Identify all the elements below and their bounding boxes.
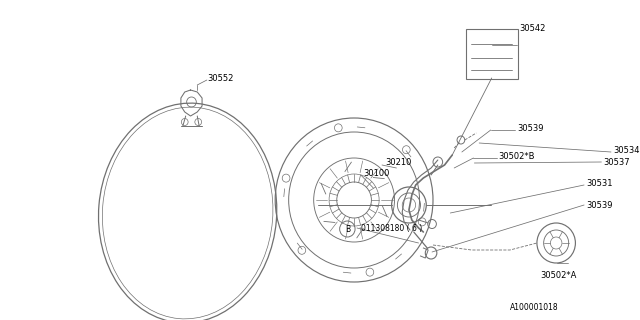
Text: 30100: 30100 [364, 169, 390, 178]
Text: A100001018: A100001018 [510, 303, 559, 313]
Text: 30210: 30210 [385, 157, 412, 166]
Text: B: B [345, 225, 350, 234]
Text: 30542: 30542 [520, 23, 546, 33]
Text: 30539: 30539 [518, 124, 544, 132]
Text: 30537: 30537 [604, 157, 630, 166]
Text: 011308180 ( 6 ): 011308180 ( 6 ) [361, 223, 422, 233]
Text: 30502*A: 30502*A [540, 270, 576, 279]
Text: 30552: 30552 [207, 74, 233, 83]
Text: 30534: 30534 [613, 146, 639, 155]
Text: 30502*B: 30502*B [499, 151, 535, 161]
Text: 30539: 30539 [586, 201, 612, 210]
Text: 30531: 30531 [586, 179, 612, 188]
